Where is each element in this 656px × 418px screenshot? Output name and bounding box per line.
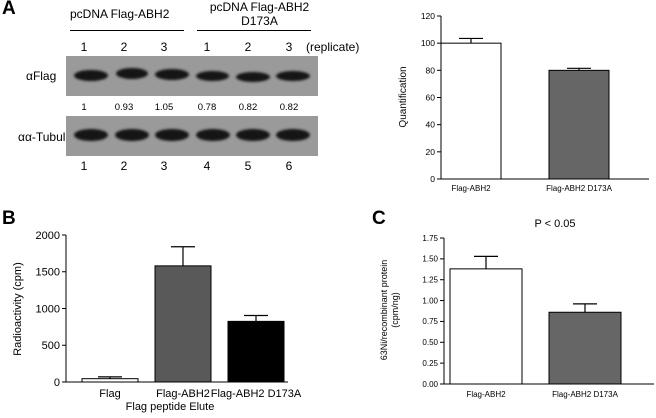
y-tick-label: 2000	[36, 230, 60, 242]
lane-number: 3	[160, 159, 168, 173]
band-ratio: 1	[81, 102, 87, 113]
blot-band	[116, 68, 148, 79]
panel-a-letter: A	[2, 0, 16, 19]
y-tick-label: 1.00	[422, 296, 438, 305]
y-tick-label: 0.25	[422, 359, 438, 368]
blot-group2-label-line1: pcDNA Flag-ABH2	[209, 0, 310, 14]
y-tick-label: 40	[426, 120, 436, 130]
replicate-number: 2	[120, 40, 128, 54]
y-axis-label: (cpm/ng)	[390, 292, 400, 328]
category-label: Flag-ABH2	[156, 388, 210, 400]
y-tick-label: 1.75	[422, 234, 438, 243]
ni-protein-chart: 0.00 0.25 0.50 0.75 1.00 1.25 1.50 1.75 Flag-ABH…	[379, 218, 654, 399]
blot-band	[276, 129, 310, 141]
bar	[227, 320, 285, 383]
group2-underline	[197, 30, 311, 31]
lane-number: 4	[203, 159, 211, 173]
replicate-number: 1	[80, 40, 88, 54]
y-tick-label: 60	[426, 92, 436, 102]
band-ratio: 0.93	[114, 102, 134, 113]
y-tick-label: 0	[430, 174, 435, 184]
y-tick-label: 80	[426, 65, 436, 75]
flag-row-label: αFlag	[26, 69, 57, 83]
lane-number: 5	[244, 159, 252, 173]
bar	[154, 265, 212, 383]
x-axis-label: Flag peptide Elute	[126, 401, 215, 413]
quantification-chart: 0 20 40 60 80 100 120 Flag-ABH2 Flag-ABH2 D173A Q…	[398, 11, 649, 193]
p-value-annotation: P < 0.05	[534, 218, 575, 230]
category-label: Flag-ABH2	[466, 390, 506, 399]
band-ratio: 0.82	[238, 102, 258, 113]
band-ratio: 0.82	[279, 102, 299, 113]
y-tick-label: 1.25	[422, 276, 438, 285]
panel-b-letter: B	[2, 208, 16, 229]
category-label: Flag	[99, 388, 120, 400]
group1-underline	[70, 30, 184, 31]
blot-group1-label: pcDNA Flag-ABH2	[70, 7, 170, 21]
y-axis-label: 63Ni/recombinant protein	[379, 260, 389, 361]
replicate-number: 3	[285, 40, 293, 54]
bar	[440, 42, 502, 180]
y-axis-label: Quantification	[398, 66, 409, 127]
y-axis-label: Radioactivity (cpm)	[12, 262, 24, 356]
lane-number: 1	[80, 159, 88, 173]
y-tick-label: 20	[426, 147, 436, 157]
band-ratio: 1.05	[154, 102, 174, 113]
panel-c-letter: C	[372, 208, 386, 229]
category-label: Flag-ABH2 D173A	[546, 184, 612, 193]
y-tick-label: 100	[421, 38, 435, 48]
y-tick-label: 0.75	[422, 317, 438, 326]
lane-number: 2	[120, 159, 128, 173]
y-tick-label: 0	[54, 377, 60, 389]
replicate-number: 2	[244, 40, 252, 54]
blot-band	[155, 69, 189, 80]
category-label: Flag-ABH2 D173A	[211, 388, 302, 400]
category-label: Flag-ABH2	[451, 184, 491, 193]
radioactivity-chart: 0 500 1000 1500 2000 Flag Flag-ABH2 Flag-ABH2 D…	[12, 230, 302, 413]
replicate-label: (replicate)	[306, 40, 360, 54]
bar	[548, 69, 610, 180]
y-tick-label: 1500	[36, 267, 60, 279]
bar	[81, 378, 139, 383]
blot-band	[276, 71, 310, 81]
bar	[548, 311, 622, 385]
band-ratio: 0.78	[197, 102, 217, 113]
tubulin-row-label: αα-Tubulin	[18, 130, 75, 144]
replicate-number: 3	[160, 40, 168, 54]
y-tick-label: 0.50	[422, 338, 438, 347]
category-label: Flag-ABH2 D173A	[552, 390, 618, 399]
blot-band	[196, 71, 229, 81]
y-tick-label: 1000	[36, 303, 60, 315]
blot-band	[196, 129, 230, 141]
blot-band	[115, 129, 149, 141]
blot-group2-label-line2: D173A	[241, 14, 278, 28]
y-tick-label: 0.00	[422, 380, 438, 389]
blot-band	[74, 70, 108, 81]
flag-blot-strip	[66, 56, 318, 96]
blot-band	[155, 129, 189, 141]
replicate-number: 1	[203, 40, 211, 54]
blot-band	[236, 72, 270, 82]
blot-band	[236, 129, 270, 141]
y-tick-label: 120	[421, 11, 435, 21]
blot-band	[74, 129, 108, 141]
y-tick-label: 1.50	[422, 255, 438, 264]
tubulin-blot-strip	[66, 116, 318, 156]
bar	[449, 268, 523, 385]
y-tick-label: 500	[42, 340, 60, 352]
lane-number: 6	[285, 159, 293, 173]
